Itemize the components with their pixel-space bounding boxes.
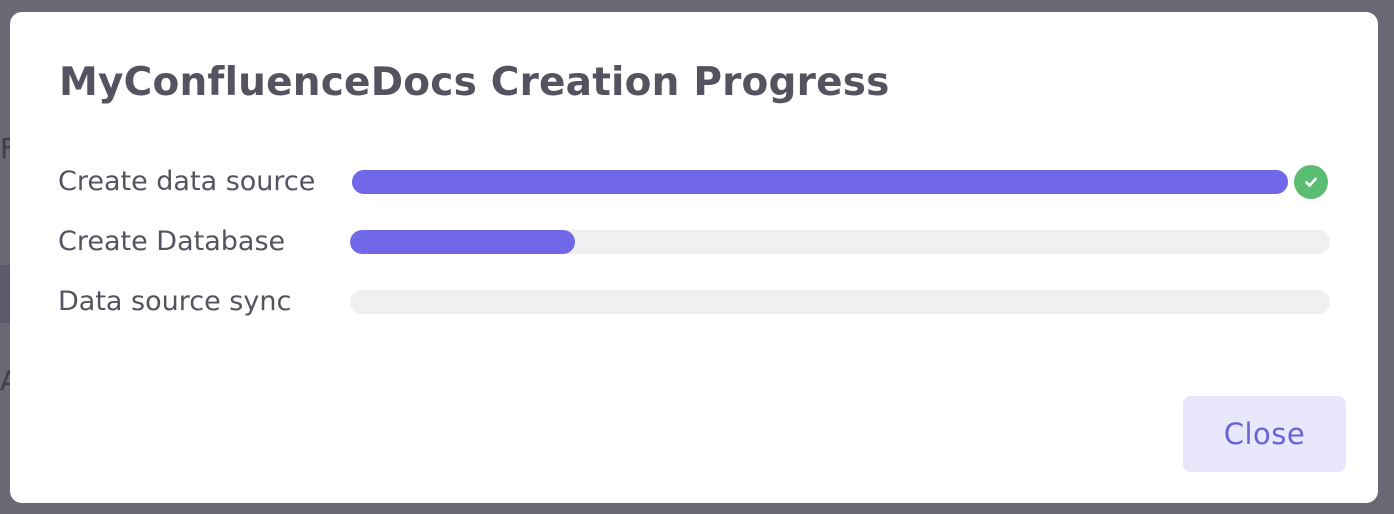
creation-progress-modal: MyConfluenceDocs Creation Progress Creat… xyxy=(10,12,1378,503)
modal-title: MyConfluenceDocs Creation Progress xyxy=(59,60,890,105)
step-data-source-sync: Data source sync xyxy=(58,287,1330,317)
step-label: Create data source xyxy=(58,166,316,197)
progress-fill xyxy=(352,170,1288,194)
progress-bar xyxy=(352,170,1288,194)
progress-bar xyxy=(350,290,1330,314)
progress-fill xyxy=(350,230,576,254)
close-button[interactable]: Close xyxy=(1183,396,1346,472)
step-label: Create Database xyxy=(58,226,286,257)
step-label: Data source sync xyxy=(58,286,292,317)
check-circle-icon xyxy=(1294,165,1328,199)
step-create-data-source: Create data source xyxy=(58,165,1330,199)
progress-bar xyxy=(350,230,1330,254)
step-create-database: Create Database xyxy=(58,227,1330,257)
background-page-edge xyxy=(0,265,10,323)
